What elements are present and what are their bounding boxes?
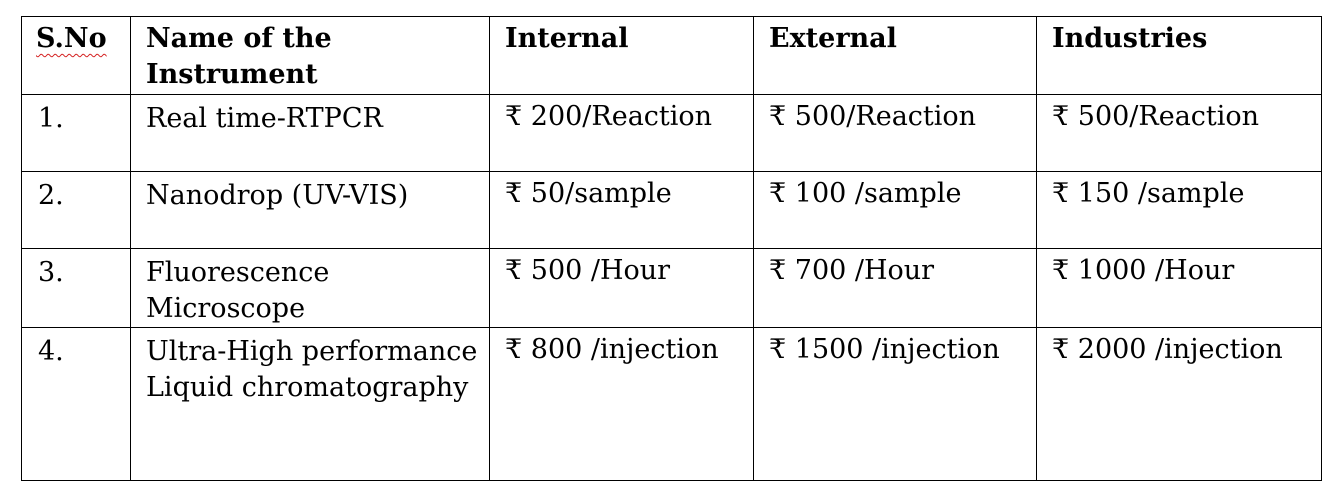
cell-internal: ₹ 50/sample (489, 171, 754, 249)
sno-value: 4. (38, 336, 64, 367)
cell-industries: ₹ 1000 /Hour (1036, 248, 1322, 328)
header-sno: S.No (21, 16, 131, 95)
sno-value: 3. (38, 257, 64, 288)
cell-external: ₹ 100 /sample (753, 171, 1037, 249)
cell-internal: ₹ 800 /injection (489, 327, 754, 481)
cell-internal: ₹ 200/Reaction (489, 94, 754, 172)
cell-sno: 2. (21, 171, 131, 249)
cell-instrument: Fluorescence Microscope (130, 248, 490, 328)
industries-price: ₹ 2000 /injection (1052, 334, 1283, 365)
header-instrument: Name of the Instrument (130, 16, 490, 95)
external-price: ₹ 1500 /injection (769, 334, 1000, 365)
header-industries: Industries (1036, 16, 1322, 95)
sno-value: 2. (38, 180, 64, 211)
cell-instrument: Nanodrop (UV-VIS) (130, 171, 490, 249)
header-industries-label: Industries (1052, 23, 1208, 54)
cell-instrument: Ultra-High performance Liquid chromatogr… (130, 327, 490, 481)
header-external-label: External (769, 23, 897, 54)
instrument-name: Nanodrop (UV-VIS) (146, 180, 409, 211)
instrument-name: Fluorescence Microscope (146, 257, 330, 324)
cell-sno: 3. (21, 248, 131, 328)
cell-sno: 1. (21, 94, 131, 172)
cell-industries: ₹ 150 /sample (1036, 171, 1322, 249)
external-price: ₹ 100 /sample (769, 178, 962, 209)
internal-price: ₹ 800 /injection (505, 334, 719, 365)
header-internal-label: Internal (505, 23, 629, 54)
industries-price: ₹ 500/Reaction (1052, 101, 1260, 132)
external-price: ₹ 500/Reaction (769, 101, 977, 132)
cell-internal: ₹ 500 /Hour (489, 248, 754, 328)
instrument-name: Ultra-High performance Liquid chromatogr… (146, 336, 478, 403)
internal-price: ₹ 500 /Hour (505, 255, 671, 286)
instrument-name: Real time-RTPCR (146, 103, 383, 134)
cell-external: ₹ 500/Reaction (753, 94, 1037, 172)
cell-external: ₹ 700 /Hour (753, 248, 1037, 328)
cell-external: ₹ 1500 /injection (753, 327, 1037, 481)
table-row: 3. Fluorescence Microscope ₹ 500 /Hour ₹… (21, 248, 1322, 328)
table-header-row: S.No Name of the Instrument Internal Ext… (21, 16, 1322, 95)
internal-price: ₹ 200/Reaction (505, 101, 713, 132)
header-external: External (753, 16, 1037, 95)
table-row: 1. Real time-RTPCR ₹ 200/Reaction ₹ 500/… (21, 94, 1322, 172)
industries-price: ₹ 150 /sample (1052, 178, 1245, 209)
cell-industries: ₹ 500/Reaction (1036, 94, 1322, 172)
sno-value: 1. (38, 103, 64, 134)
cell-instrument: Real time-RTPCR (130, 94, 490, 172)
header-instrument-label: Name of the Instrument (146, 23, 332, 90)
cell-sno: 4. (21, 327, 131, 481)
industries-price: ₹ 1000 /Hour (1052, 255, 1235, 286)
header-sno-label: S.No (36, 23, 107, 54)
table-row: 4. Ultra-High performance Liquid chromat… (21, 327, 1322, 481)
header-internal: Internal (489, 16, 754, 95)
cell-industries: ₹ 2000 /injection (1036, 327, 1322, 481)
external-price: ₹ 700 /Hour (769, 255, 935, 286)
internal-price: ₹ 50/sample (505, 178, 672, 209)
table-row: 2. Nanodrop (UV-VIS) ₹ 50/sample ₹ 100 /… (21, 171, 1322, 249)
instrument-charges-table: S.No Name of the Instrument Internal Ext… (21, 16, 1322, 481)
